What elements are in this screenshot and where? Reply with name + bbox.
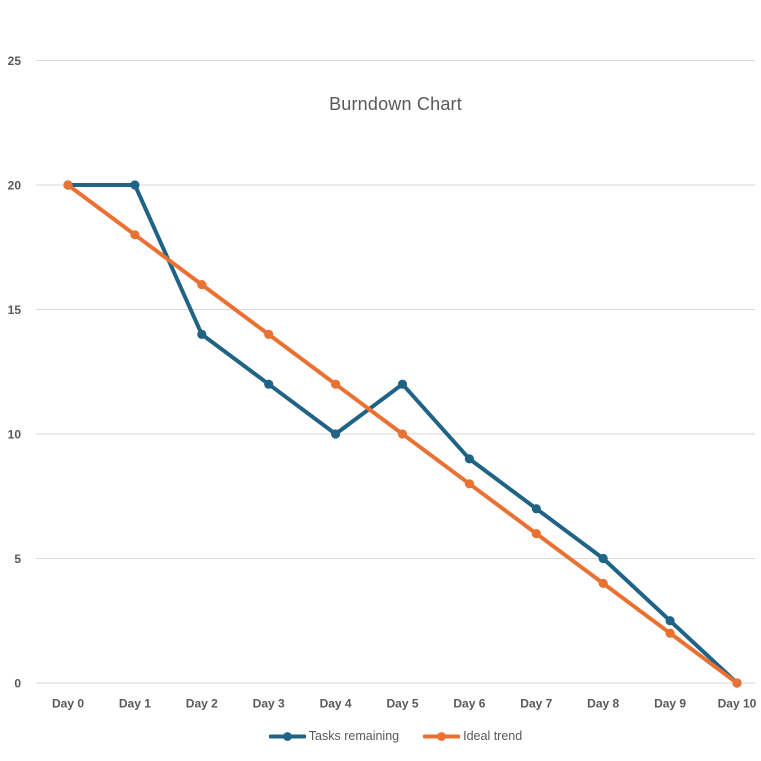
data-point-tasks-remaining (264, 379, 274, 389)
x-axis-label: Day 1 (119, 697, 151, 711)
y-axis-tick-label: 15 (8, 303, 22, 317)
data-point-tasks-remaining (464, 454, 474, 464)
x-axis-label: Day 10 (718, 697, 757, 711)
data-point-tasks-remaining (531, 504, 541, 514)
data-point-tasks-remaining (665, 616, 675, 626)
data-point-tasks-remaining (598, 553, 608, 564)
y-axis-tick-label: 5 (14, 552, 21, 566)
x-axis-label: Day 5 (386, 697, 418, 711)
x-axis-label: Day 2 (186, 697, 218, 711)
x-axis-label: Day 4 (320, 697, 352, 711)
data-point-ideal-trend (732, 678, 742, 688)
legend-item-tasks-remaining: Tasks remaining (268, 729, 400, 743)
legend-label: Ideal trend (463, 729, 523, 743)
x-axis-label: Day 6 (453, 697, 485, 711)
data-point-ideal-trend (665, 628, 675, 638)
data-point-ideal-trend (598, 578, 608, 589)
data-point-ideal-trend (531, 529, 541, 539)
data-point-tasks-remaining (331, 429, 341, 439)
y-axis-tick-label: 0 (14, 677, 21, 691)
legend-line-marker-icon (422, 731, 461, 742)
data-point-ideal-trend (197, 280, 207, 290)
x-axis-label: Day 9 (654, 697, 686, 711)
data-point-ideal-trend (130, 230, 140, 240)
legend-item-ideal-trend: Ideal trend (422, 729, 523, 743)
y-axis-tick-label: 25 (8, 54, 22, 68)
data-point-ideal-trend (464, 479, 474, 489)
x-axis-label: Day 3 (253, 697, 285, 711)
x-axis-label: Day 0 (52, 697, 84, 711)
y-axis-tick-label: 20 (8, 179, 22, 193)
data-point-tasks-remaining (197, 329, 207, 339)
data-point-ideal-trend (397, 429, 408, 439)
data-point-ideal-trend (264, 329, 274, 339)
legend: Tasks remaining Ideal trend (36, 729, 755, 743)
legend-line-marker-icon (268, 731, 307, 742)
legend-label: Tasks remaining (308, 729, 400, 743)
x-axis-label: Day 8 (587, 697, 619, 711)
data-point-tasks-remaining (397, 379, 408, 389)
y-axis-tick-label: 10 (8, 428, 22, 442)
data-point-ideal-trend (331, 379, 341, 389)
data-point-ideal-trend (63, 180, 73, 190)
x-axis-label: Day 7 (520, 697, 552, 711)
data-point-tasks-remaining (130, 180, 140, 190)
